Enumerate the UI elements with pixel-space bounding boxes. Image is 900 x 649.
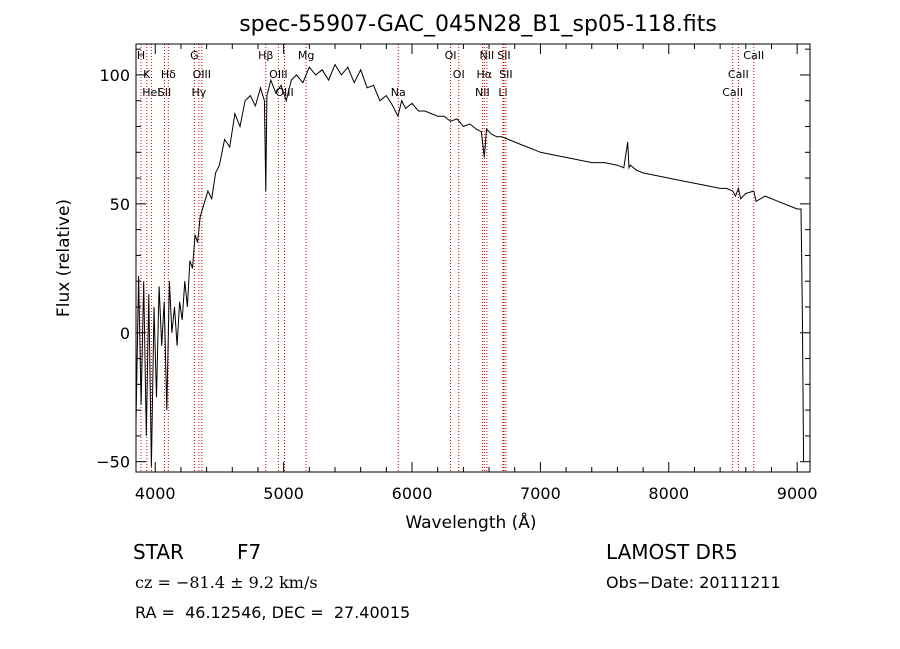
observation-date: Obs−Date: 20111211 <box>606 573 781 592</box>
line-label: SII <box>497 49 510 62</box>
line-label: OIII <box>193 68 211 81</box>
line-label: SII <box>499 68 512 81</box>
coordinates: RA = 46.12546, DEC = 27.40015 <box>135 603 411 622</box>
chart-title: spec-55907-GAC_045N28_B1_sp05-118.fits <box>239 12 717 37</box>
line-label: Hδ <box>161 68 176 81</box>
line-label: Hβ <box>258 49 273 62</box>
line-label: Mg <box>298 49 314 62</box>
line-label: CaII <box>728 68 749 81</box>
line-label: H <box>137 49 145 62</box>
line-label: NII <box>475 86 490 99</box>
line-label: CaII <box>743 49 764 62</box>
line-label: Hγ <box>192 86 207 99</box>
line-label: SII <box>158 86 171 99</box>
x-tick-label: 4000 <box>135 484 176 503</box>
line-label: G <box>190 49 199 62</box>
plot-frame <box>135 43 811 473</box>
line-label: Na <box>391 86 406 99</box>
spectrum-line <box>135 63 805 467</box>
line-label: K <box>143 68 151 81</box>
y-tick-label: −50 <box>96 453 130 472</box>
y-axis-label: Flux (relative) <box>54 199 74 317</box>
x-axis-ticks: 4000 5000 6000 7000 8000 9000 <box>135 44 818 503</box>
object-subclass: F7 <box>237 540 262 564</box>
line-markers: HKHeISIIHδGHγOIIIHβOIIIOIIIMgNaOIOINIIHα… <box>137 44 764 472</box>
line-label: HeI <box>142 86 160 99</box>
redshift-value: cz = −81.4 ± 9.2 km/s <box>135 573 318 592</box>
x-tick-label: 7000 <box>520 484 561 503</box>
line-label: OIII <box>269 68 287 81</box>
y-tick-label: 0 <box>120 324 130 343</box>
x-axis-label: Wavelength (Å) <box>405 511 536 533</box>
y-tick-label: 50 <box>110 195 130 214</box>
y-axis-ticks: −50 0 50 100 <box>96 48 810 472</box>
x-tick-label: 5000 <box>263 484 304 503</box>
line-label: OI <box>453 68 465 81</box>
line-label: Hα <box>477 68 493 81</box>
y-tick-label: 100 <box>99 66 130 85</box>
survey-name: LAMOST DR5 <box>606 540 738 564</box>
line-label: NII <box>480 49 495 62</box>
x-tick-label: 8000 <box>648 484 689 503</box>
line-label: Li <box>498 86 507 99</box>
x-tick-label: 6000 <box>392 484 433 503</box>
object-class: STAR <box>133 540 184 564</box>
line-label: OI <box>445 49 457 62</box>
line-label: CaII <box>722 86 743 99</box>
x-tick-label: 9000 <box>777 484 818 503</box>
